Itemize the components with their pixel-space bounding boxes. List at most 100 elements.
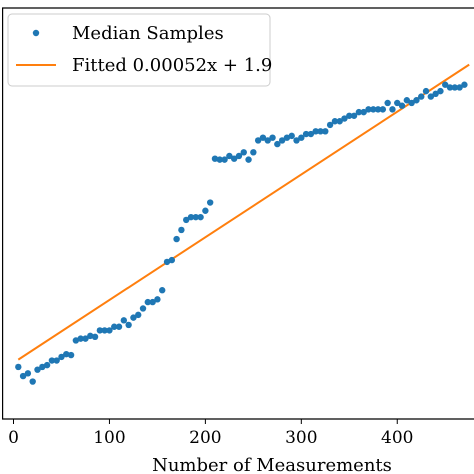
data-point xyxy=(302,130,310,138)
data-point xyxy=(274,140,281,148)
data-point xyxy=(115,323,123,330)
x-tick-label: 300 xyxy=(285,428,317,448)
data-point xyxy=(24,370,32,377)
data-point xyxy=(322,128,329,135)
data-point xyxy=(379,106,387,113)
data-point xyxy=(101,327,108,334)
data-point xyxy=(326,121,334,129)
data-point xyxy=(43,361,51,369)
data-point xyxy=(350,112,358,119)
data-point xyxy=(221,156,228,163)
legend-label-fitted: Fitted 0.00052x + 1.9 xyxy=(72,55,272,76)
data-point xyxy=(398,102,406,109)
data-point xyxy=(187,213,195,221)
data-point xyxy=(413,97,420,104)
data-point xyxy=(111,323,118,330)
data-point xyxy=(19,372,27,380)
data-point xyxy=(394,99,401,107)
data-point xyxy=(39,363,46,371)
data-point xyxy=(230,155,238,162)
data-point xyxy=(432,90,439,98)
data-point xyxy=(48,357,56,364)
data-point xyxy=(317,128,324,135)
data-point xyxy=(125,321,132,329)
data-point xyxy=(269,134,276,141)
data-point xyxy=(408,99,415,107)
data-point xyxy=(288,132,295,140)
data-point xyxy=(29,378,36,385)
data-point xyxy=(235,152,243,160)
legend-marker-median-samples xyxy=(32,29,40,37)
data-point xyxy=(418,93,425,100)
data-point xyxy=(139,305,147,312)
data-point xyxy=(389,106,396,113)
data-point xyxy=(278,137,286,144)
legend-label-median-samples: Median Samples xyxy=(72,23,224,44)
data-point xyxy=(72,337,80,344)
data-point xyxy=(211,155,219,162)
data-point xyxy=(96,327,104,334)
data-point xyxy=(130,314,137,321)
data-point xyxy=(403,97,411,104)
data-point xyxy=(298,134,305,141)
data-point xyxy=(370,106,377,113)
data-point xyxy=(341,115,348,122)
data-point xyxy=(135,311,142,319)
data-point xyxy=(149,298,156,306)
legend-box xyxy=(7,13,271,87)
data-point xyxy=(451,84,459,91)
data-point xyxy=(197,213,204,221)
data-point xyxy=(82,335,89,342)
data-point xyxy=(216,156,223,163)
data-point xyxy=(67,351,75,359)
data-point xyxy=(206,199,214,206)
data-point xyxy=(456,84,463,91)
data-point xyxy=(307,130,315,138)
data-point xyxy=(192,213,199,221)
data-point xyxy=(254,137,262,144)
axes xyxy=(1,7,474,420)
data-point xyxy=(355,108,363,116)
data-point xyxy=(336,118,343,125)
data-point xyxy=(259,134,267,141)
data-point xyxy=(159,287,166,294)
data-point xyxy=(422,87,430,95)
data-point xyxy=(53,357,60,364)
data-point xyxy=(346,112,353,119)
data-point xyxy=(182,216,190,224)
fitted-line-layer xyxy=(17,63,470,361)
data-point xyxy=(245,156,252,163)
data-point xyxy=(331,118,339,125)
data-point xyxy=(106,327,113,334)
data-point xyxy=(360,108,367,116)
x-tick-label: 400 xyxy=(381,428,413,448)
data-point xyxy=(384,99,391,107)
data-point xyxy=(226,152,233,160)
data-point xyxy=(58,353,65,361)
data-point xyxy=(77,335,84,342)
data-point xyxy=(34,366,41,373)
data-point xyxy=(163,258,171,266)
data-point xyxy=(264,137,271,144)
data-point xyxy=(293,137,300,144)
data-point xyxy=(312,128,319,135)
data-point xyxy=(446,84,454,91)
data-point xyxy=(91,333,99,340)
data-point xyxy=(120,317,128,324)
data-point xyxy=(461,81,468,88)
data-point xyxy=(87,332,94,340)
data-point xyxy=(168,256,176,264)
data-point xyxy=(178,226,185,234)
x-tick-label: 100 xyxy=(93,428,125,448)
data-point xyxy=(144,298,152,306)
data-point xyxy=(63,350,70,358)
x-tick-label: 200 xyxy=(189,428,221,448)
data-point xyxy=(202,207,209,214)
median-samples-points xyxy=(15,81,468,385)
data-point xyxy=(427,93,435,100)
data-point xyxy=(173,235,180,243)
data-point xyxy=(365,106,372,113)
fitted-line xyxy=(17,63,470,361)
data-point xyxy=(437,87,444,95)
